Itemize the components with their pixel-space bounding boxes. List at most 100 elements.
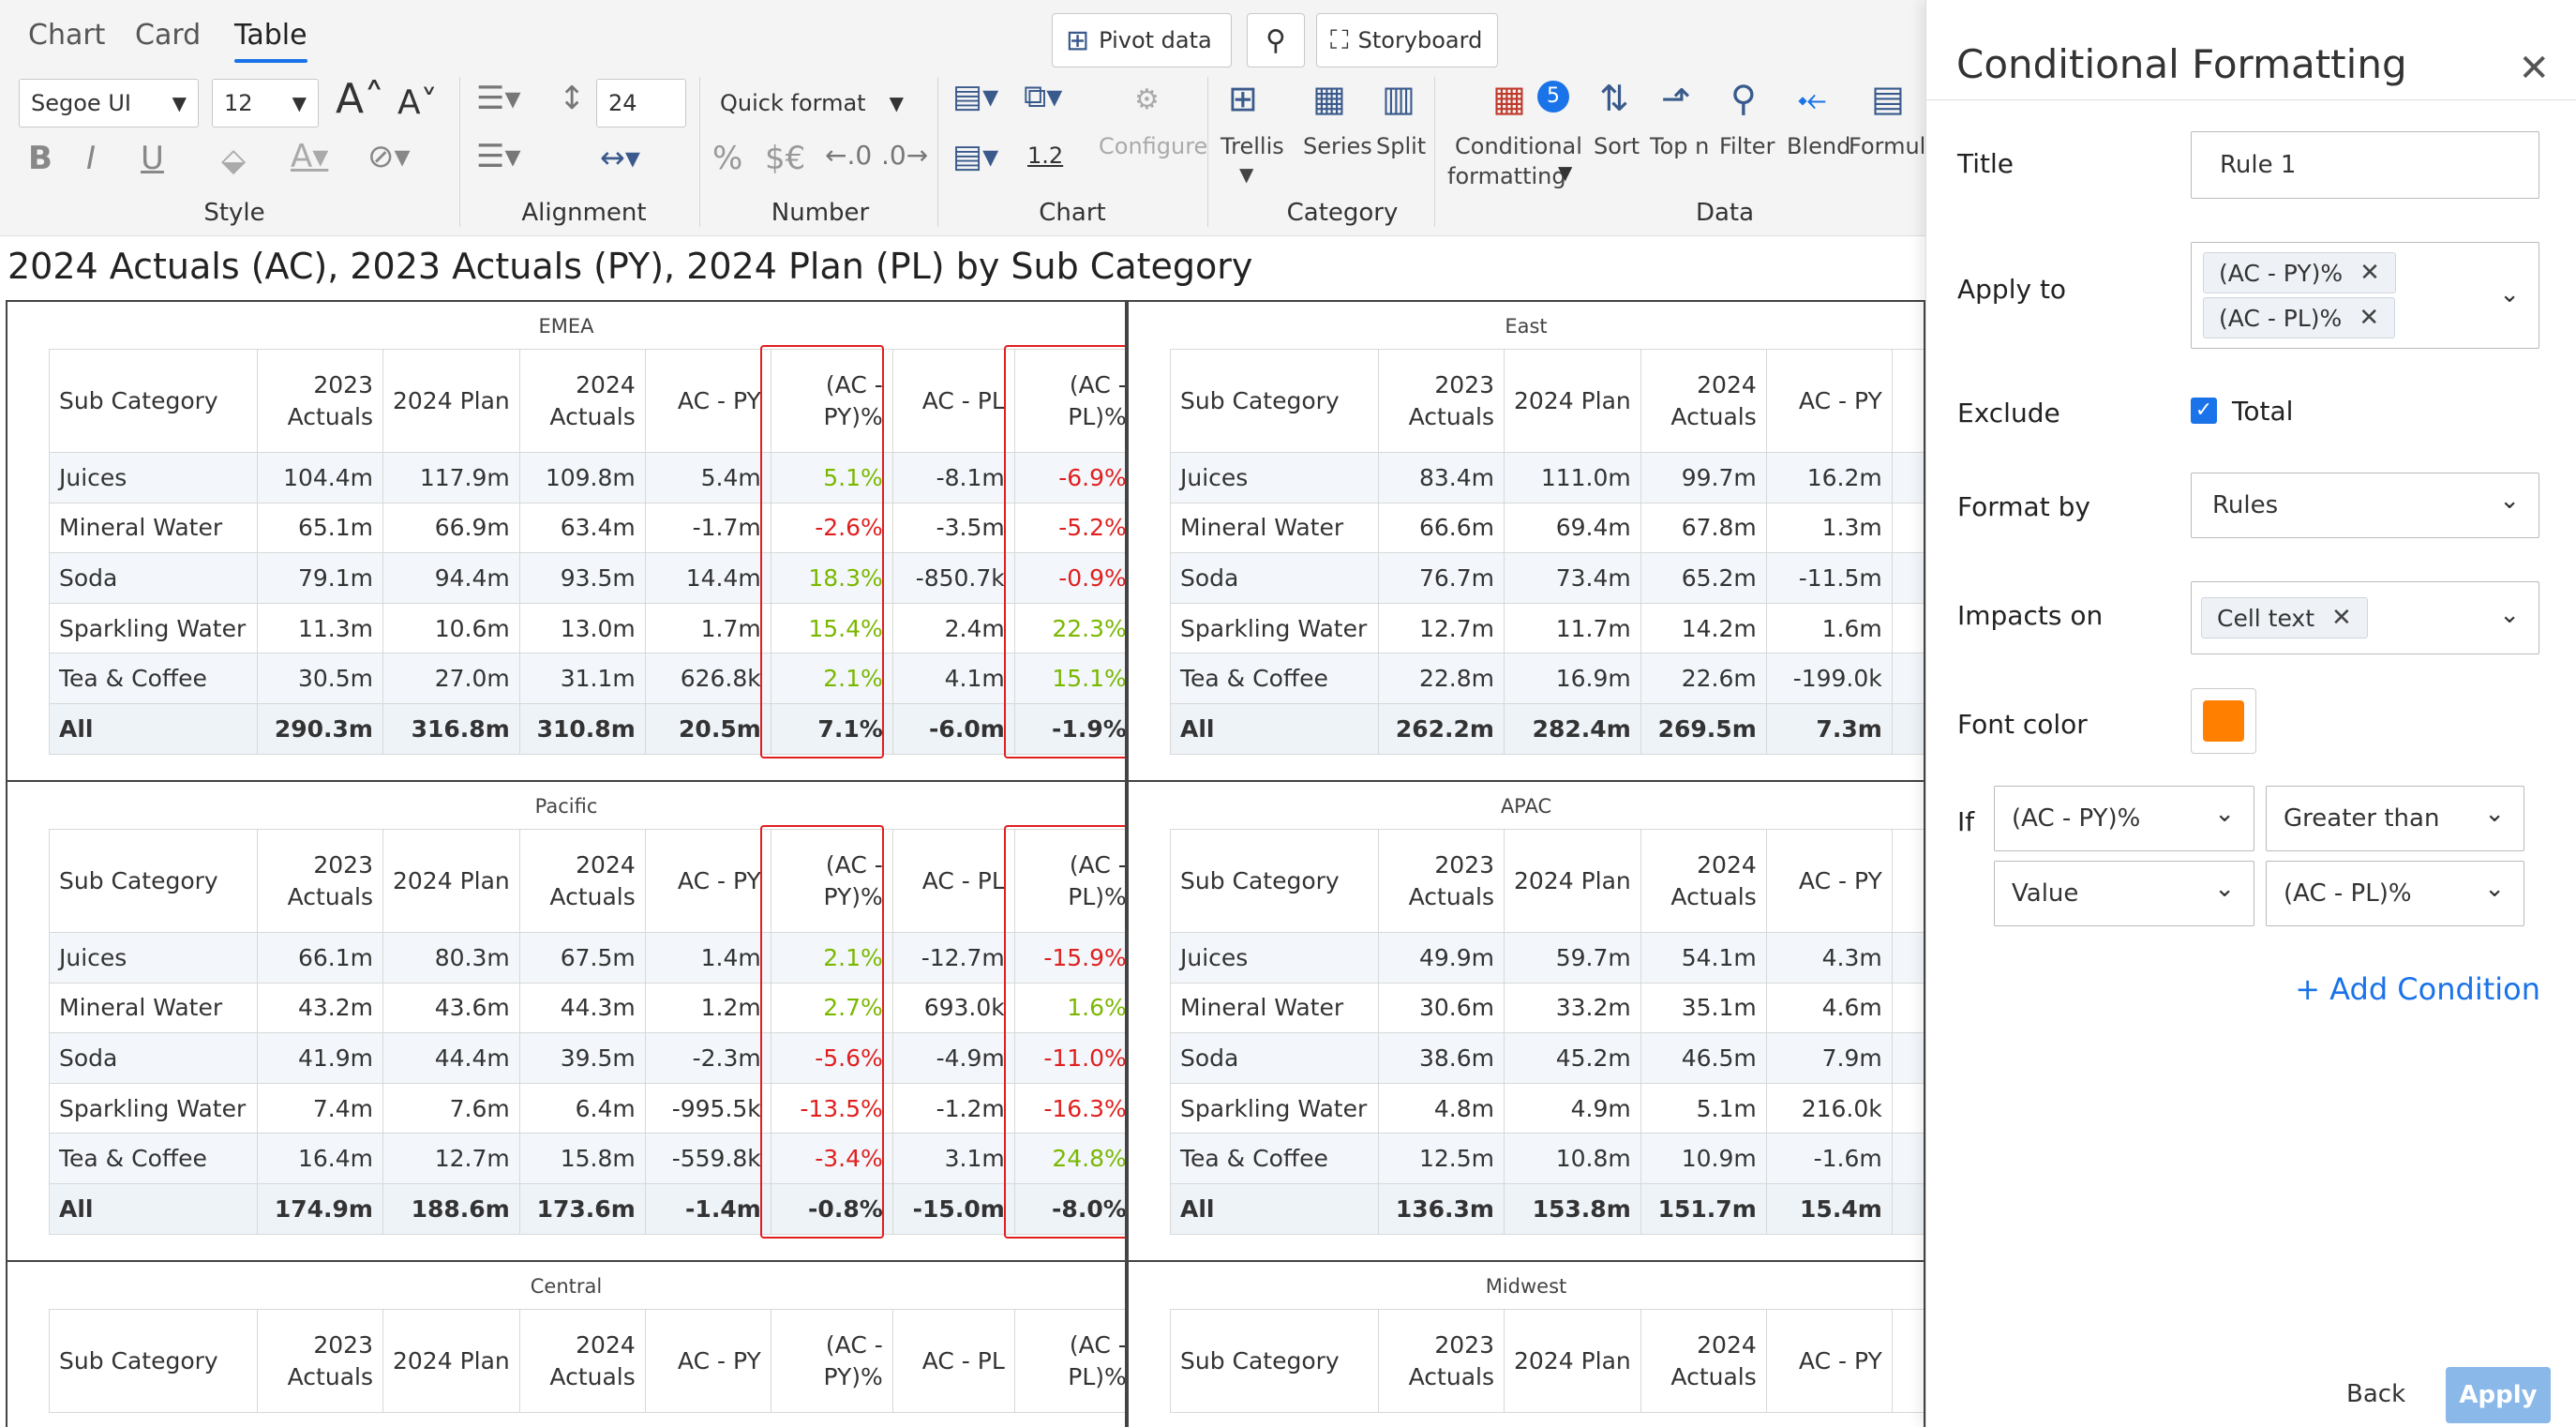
column-header[interactable]: 2023 Actuals	[257, 1309, 383, 1413]
currency-icon[interactable]: $€	[765, 140, 806, 177]
format-painter-button[interactable]: ⚲	[1247, 13, 1305, 68]
column-header[interactable]: AC - PY	[645, 1309, 771, 1413]
column-header[interactable]: Sub Category	[49, 829, 258, 933]
pivot-data-button[interactable]: ⊞ Pivot data	[1052, 13, 1232, 68]
tab-table[interactable]: Table	[234, 19, 307, 63]
column-header[interactable]: 2023 Actuals	[257, 349, 383, 453]
column-header[interactable]: AC - PL	[892, 1309, 1015, 1413]
remove-chip-icon[interactable]: ✕	[2331, 604, 2352, 632]
impacts-on-select[interactable]: Cell text ✕ ⌄	[2191, 581, 2539, 654]
add-condition-link[interactable]: + Add Condition	[2295, 971, 2540, 1007]
apply-button[interactable]: Apply	[2446, 1367, 2551, 1423]
decrease-font-icon[interactable]: A˅	[397, 83, 438, 122]
column-header[interactable]: 2024 Actuals	[519, 1309, 646, 1413]
trellis-label[interactable]: Trellis	[1221, 133, 1284, 159]
column-header[interactable]: AC - PL	[892, 349, 1015, 453]
close-icon[interactable]: ✕	[2518, 47, 2550, 90]
split-icon[interactable]: ▥	[1382, 78, 1415, 119]
tab-card[interactable]: Card	[135, 19, 202, 52]
column-header[interactable]: 2023 Actuals	[1378, 1309, 1505, 1413]
italic-icon[interactable]: I	[86, 140, 97, 177]
column-header[interactable]: Sub Category	[1170, 349, 1379, 453]
line-height-icon[interactable]: ↕	[559, 80, 586, 117]
font-color-picker[interactable]	[2191, 688, 2256, 754]
column-header[interactable]: Sub Category	[49, 349, 258, 453]
underline-icon[interactable]: U	[141, 140, 164, 177]
bold-icon[interactable]: B	[28, 140, 52, 177]
exclude-checkbox[interactable]: ✓	[2191, 398, 2217, 424]
tab-chart[interactable]: Chart	[28, 19, 106, 52]
column-header[interactable]: (AC - PL)%	[1014, 349, 1125, 453]
storyboard-button[interactable]: ⛶ Storyboard	[1316, 13, 1498, 68]
condition-value-select[interactable]: (AC - PL)% ⌄	[2266, 861, 2524, 926]
column-header[interactable]: AC - PY	[1766, 1309, 1893, 1413]
fill-color-icon[interactable]: ⬙	[221, 142, 247, 179]
axis-layout-icon[interactable]: ▤▾	[952, 138, 999, 175]
column-header[interactable]: Sub Category	[49, 1309, 258, 1413]
column-header[interactable]: Sub Category	[1170, 829, 1379, 933]
remove-chip-icon[interactable]: ✕	[2359, 259, 2380, 287]
sort-label[interactable]: Sort	[1594, 133, 1640, 159]
trellis-icon[interactable]: ⊞	[1228, 78, 1258, 119]
column-header[interactable]: 2024 Plan	[1504, 829, 1641, 933]
decrease-decimal-icon[interactable]: ←.0	[825, 140, 873, 171]
column-header[interactable]: 2024 Actuals	[519, 349, 646, 453]
remove-chip-icon[interactable]: ✕	[2359, 304, 2380, 332]
back-button[interactable]: Back	[2346, 1380, 2406, 1408]
series-icon[interactable]: ▦	[1312, 78, 1346, 119]
column-header[interactable]: (AC - PL)%	[1014, 829, 1125, 933]
font-family-select[interactable]: Segoe UI ▼	[19, 79, 199, 128]
column-header[interactable]: 2023 Actuals	[1378, 349, 1505, 453]
split-label[interactable]: Split	[1376, 133, 1427, 159]
column-header[interactable]: (AC -PY)%	[771, 349, 893, 453]
blend-icon[interactable]: ⤝	[1798, 78, 1827, 119]
column-header[interactable]: AC - PY	[645, 829, 771, 933]
quick-format-select[interactable]: Quick format ▼	[709, 79, 915, 128]
column-header[interactable]: (AC -PY)%	[771, 829, 893, 933]
condition-field-select[interactable]: (AC - PY)% ⌄	[1994, 786, 2254, 851]
conditional-formatting-icon[interactable]: ▦	[1492, 78, 1526, 119]
filter-icon[interactable]: ⚲	[1730, 78, 1757, 119]
series-label[interactable]: Series	[1303, 133, 1372, 159]
column-header[interactable]: Sub Category	[1170, 1309, 1379, 1413]
font-size-select[interactable]: 12 ▼	[212, 79, 319, 128]
decimal-value[interactable]: 1.2	[1027, 143, 1064, 169]
column-header[interactable]: 2024 Actuals	[519, 829, 646, 933]
rule-title-input[interactable]: Rule 1	[2191, 131, 2539, 199]
increase-font-icon[interactable]: A˄	[336, 75, 385, 123]
blend-label[interactable]: Blend	[1787, 133, 1851, 159]
percent-icon[interactable]: %	[712, 140, 743, 177]
sort-icon[interactable]: ⇅	[1599, 78, 1629, 119]
apply-to-select[interactable]: (AC - PY)% ✕ (AC - PL)% ✕ ⌄	[2191, 242, 2539, 349]
column-header[interactable]: (AC -PY)%	[771, 1309, 893, 1413]
column-header[interactable]: 2024 Plan	[1504, 349, 1641, 453]
chevron-down-icon[interactable]: ▼	[1239, 163, 1254, 186]
top-n-icon[interactable]: ⬏	[1661, 78, 1691, 119]
top-n-label[interactable]: Top n	[1650, 133, 1710, 159]
column-header[interactable]: 2024 Plan	[1504, 1309, 1641, 1413]
formula-label[interactable]: Formula	[1849, 133, 1940, 159]
column-header[interactable]: (AC -PY)%	[1892, 1309, 1924, 1413]
column-header[interactable]: 2023 Actuals	[1378, 829, 1505, 933]
conditional-label-2[interactable]: formatting	[1447, 163, 1566, 189]
font-color-icon[interactable]: A▾	[291, 138, 329, 175]
column-header[interactable]: AC - PL	[892, 829, 1015, 933]
column-header[interactable]: AC - PY	[1766, 349, 1893, 453]
column-header[interactable]: 2024 Actuals	[1640, 349, 1767, 453]
column-header[interactable]: 2024 Plan	[382, 349, 520, 453]
column-header[interactable]: 2024 Actuals	[1640, 1309, 1767, 1413]
condition-operator-select[interactable]: Greater than ⌄	[2266, 786, 2524, 851]
align-left-icon[interactable]: ☰▾	[476, 80, 521, 117]
column-header[interactable]: (AC - PL)%	[1014, 1309, 1125, 1413]
vertical-align-icon[interactable]: ☰▾	[476, 138, 521, 175]
column-header[interactable]: 2024 Actuals	[1640, 829, 1767, 933]
visibility-icon[interactable]: ⊘▾	[367, 138, 411, 175]
column-header[interactable]: AC - PY	[1766, 829, 1893, 933]
column-header[interactable]: (AC -PY)%	[1892, 829, 1924, 933]
chart-layout-icon[interactable]: ⧉▾	[1024, 78, 1063, 115]
column-header[interactable]: 2024 Plan	[382, 1309, 520, 1413]
chevron-down-icon[interactable]: ⌄	[2499, 280, 2520, 308]
wrap-width-icon[interactable]: ↔▾	[600, 140, 640, 175]
column-header[interactable]: 2024 Plan	[382, 829, 520, 933]
formula-icon[interactable]: ▤	[1871, 78, 1905, 119]
